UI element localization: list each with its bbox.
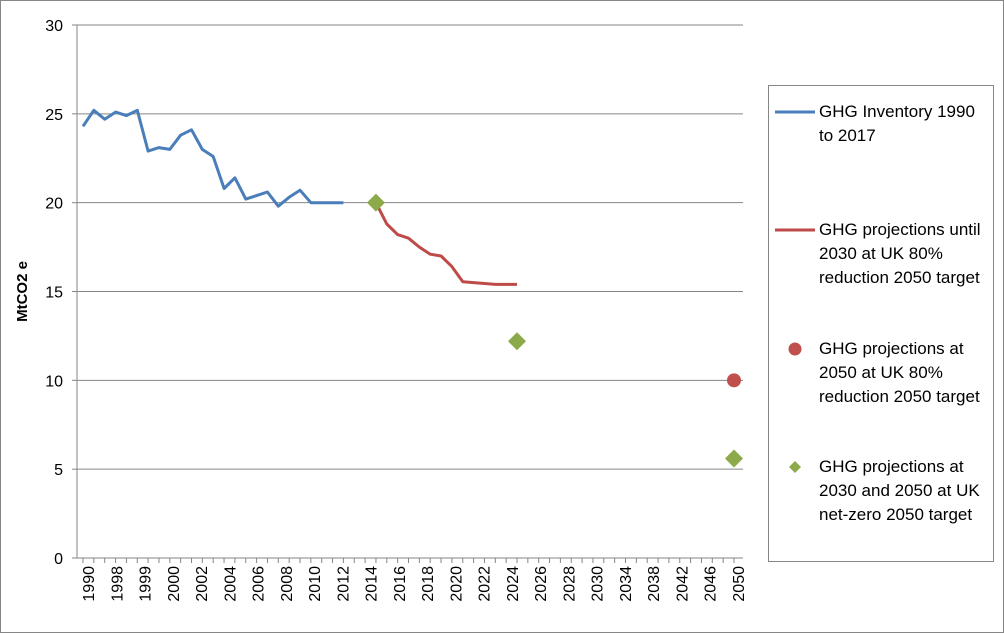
data-point-diamond [508, 332, 526, 351]
x-tick-label: 2020 [448, 566, 465, 602]
legend-symbol-line-blue [775, 110, 815, 114]
data-point-circle [727, 373, 741, 388]
x-tick-label: 2050 [731, 566, 748, 602]
x-tick-label: 2034 [618, 566, 635, 602]
x-tick-label: 2022 [477, 566, 494, 602]
y-tick-label: 5 [54, 462, 63, 479]
x-tick-label: 2004 [222, 566, 239, 602]
legend: GHG Inventory 1990 to 2017 GHG projectio… [768, 85, 994, 562]
y-tick-label: 25 [45, 107, 63, 124]
gridlines [77, 24, 743, 470]
y-tick-label: 20 [45, 196, 63, 213]
legend-symbol-diamond-green [789, 461, 801, 473]
x-tick-label: 1999 [138, 566, 155, 602]
y-tick-label: 30 [45, 18, 63, 35]
x-tick-label: 2006 [251, 566, 268, 602]
x-tick-labels: 1990 1998 1999 2000 2002 2004 2006 2008 2010 2012… [81, 566, 748, 602]
legend-label: GHG projections at 2030 and 2050 at UK n… [819, 457, 980, 524]
x-tick-label: 2046 [703, 566, 720, 602]
x-tick-label: 2018 [420, 566, 437, 602]
y-tick-label: 0 [54, 551, 63, 568]
legend-label: GHG projections at 2050 at UK 80% reduct… [819, 339, 980, 406]
y-tick-labels: 0 5 10 15 20 25 30 [45, 18, 63, 568]
x-tick-label: 2038 [646, 566, 663, 602]
x-tick-label: 2010 [307, 566, 324, 602]
legend-label: GHG projections until 2030 at UK 80% red… [819, 220, 981, 287]
y-tick-label: 15 [45, 285, 63, 302]
data-point-diamond [725, 449, 743, 468]
data-point-diamond [366, 193, 385, 212]
x-tick-label: 2042 [674, 566, 691, 602]
x-tick-label: 2014 [364, 566, 381, 602]
x-tick-label: 2012 [335, 566, 352, 602]
x-tick-label: 2028 [561, 566, 578, 602]
x-tick-label: 2000 [166, 566, 183, 602]
legend-symbol-circle-red [788, 342, 802, 356]
x-tick-label: 1998 [109, 566, 126, 602]
x-tick-label: 2008 [279, 566, 296, 602]
series-line-0 [81, 108, 344, 208]
series-layer [81, 108, 743, 468]
legend-symbol-line-red [775, 228, 815, 232]
series-line-1 [374, 202, 517, 286]
x-tick-label: 2002 [194, 566, 211, 602]
y-tick-label: 10 [45, 373, 63, 390]
x-tick-label: 2030 [590, 566, 607, 602]
legend-label: GHG Inventory 1990 to 2017 [819, 102, 975, 145]
x-tick-label: 1990 [81, 566, 98, 602]
x-tick-label: 2026 [533, 566, 550, 602]
x-tick-label: 2016 [392, 566, 409, 602]
y-axis-label: MtCO2 e [14, 261, 31, 322]
axes [72, 24, 743, 563]
x-tick-label: 2024 [505, 566, 522, 602]
